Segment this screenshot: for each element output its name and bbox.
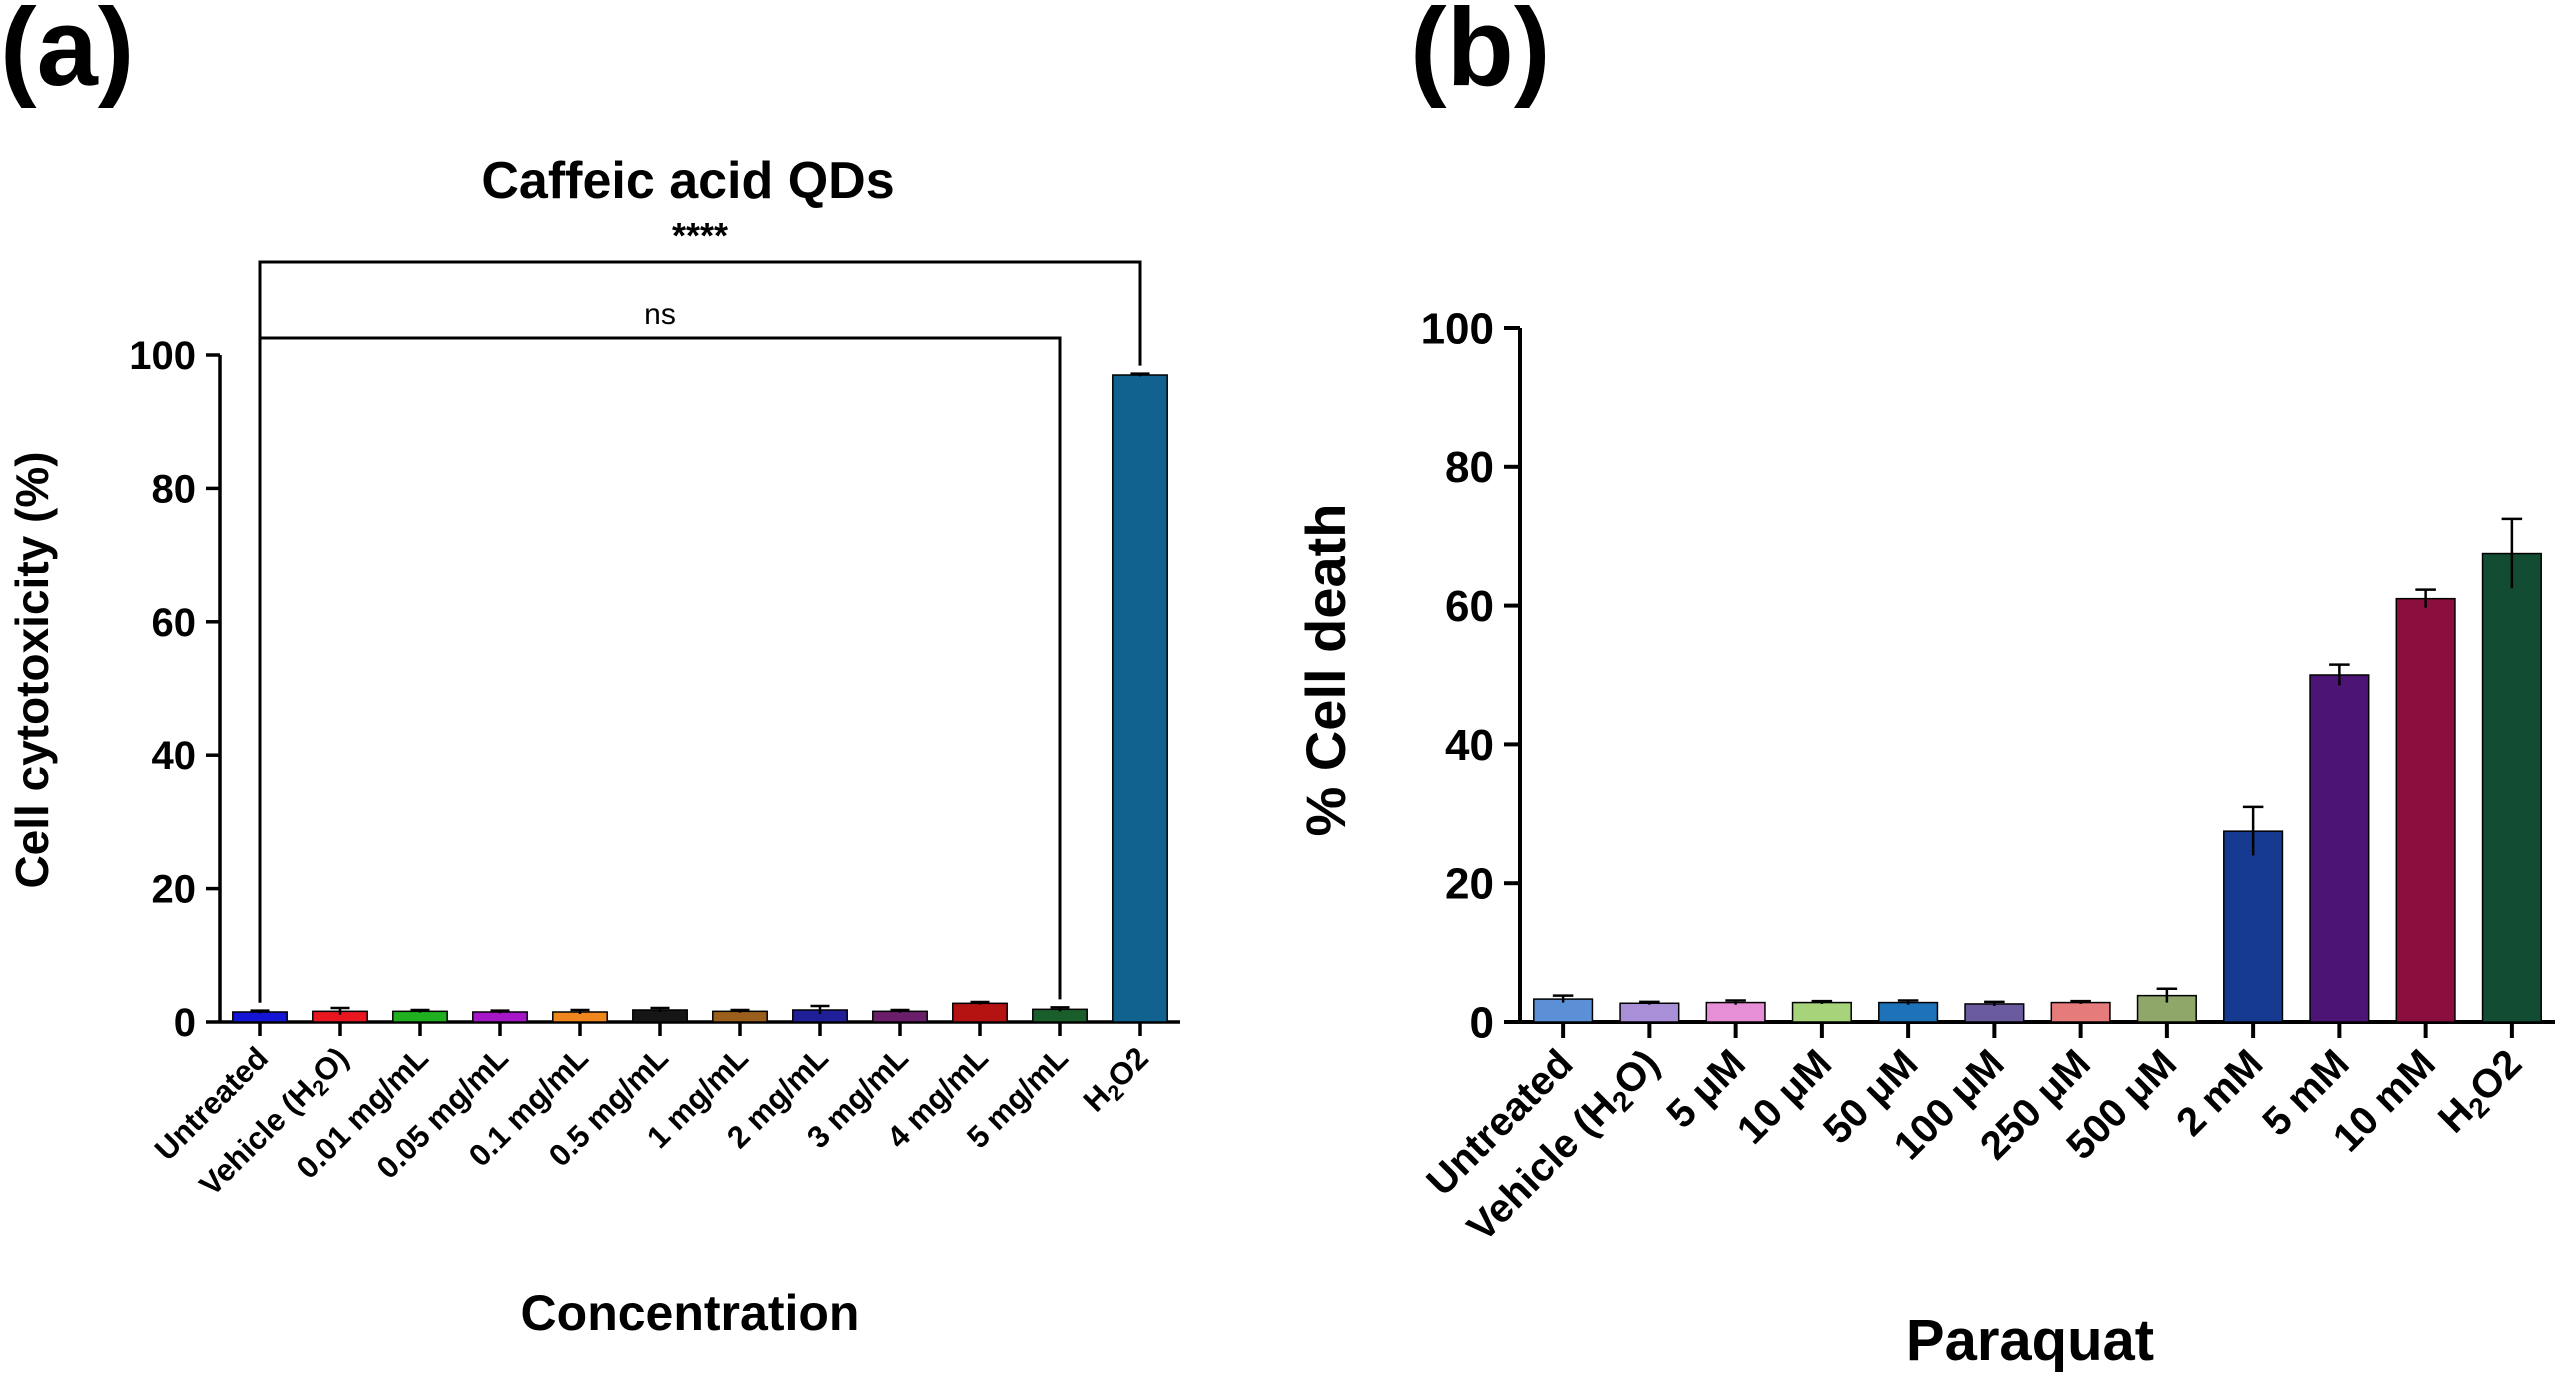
chart-a-x-axis-title: Concentration <box>521 1285 860 1341</box>
x-category-label: H2O2 <box>1077 1040 1158 1121</box>
bar <box>952 1002 1008 1023</box>
y-tick-label: 60 <box>1445 582 1494 631</box>
y-tick-label: 0 <box>174 1001 196 1045</box>
y-tick-label: 60 <box>152 601 197 645</box>
bar <box>2395 597 2456 1023</box>
bar <box>1878 1001 1939 1023</box>
y-tick-label: 80 <box>1445 443 1494 492</box>
bar <box>2223 830 2284 1023</box>
bar <box>2050 1001 2111 1023</box>
bar <box>392 1010 448 1023</box>
bar <box>2481 552 2542 1023</box>
x-category-label: H2O2 <box>2430 1041 2533 1144</box>
chart-b-y-axis-title: % Cell death <box>1294 504 1357 837</box>
y-tick-label: 100 <box>129 334 196 378</box>
chart-a: Caffeic acid QDs Cell cytotoxicity (%) C… <box>6 152 1180 1341</box>
bar <box>1619 1002 1680 1023</box>
panel-b-label: (b) <box>1410 0 1550 109</box>
bar <box>472 1011 528 1023</box>
y-tick-label: 80 <box>152 467 197 511</box>
chart-a-y-axis-title: Cell cytotoxicity (%) <box>6 451 58 888</box>
y-tick-label: 0 <box>1470 998 1494 1047</box>
bar <box>1964 1003 2025 1023</box>
bar <box>1112 374 1168 1023</box>
bar <box>1791 1001 1852 1023</box>
bar <box>712 1010 768 1023</box>
panel-a-label: (a) <box>0 0 134 109</box>
bar <box>1705 1001 1766 1023</box>
y-tick-label: 40 <box>152 734 197 778</box>
y-tick-label: 20 <box>1445 860 1494 909</box>
chart-b: % Cell death Paraquat 020406080100Untrea… <box>1294 304 2555 1373</box>
chart-a-title: Caffeic acid QDs <box>481 152 894 210</box>
bar <box>232 1011 288 1023</box>
y-tick-label: 20 <box>152 868 197 912</box>
y-tick-label: 40 <box>1445 721 1494 770</box>
bar <box>872 1010 928 1023</box>
significance-bracket <box>258 260 1142 1003</box>
significance-label: ns <box>644 298 676 331</box>
significance-bracket <box>258 336 1062 1003</box>
chart-b-x-axis-title: Paraquat <box>1906 1308 2154 1373</box>
x-category-label: 10 μM <box>1729 1041 1840 1152</box>
x-category-label: 2 mM <box>2168 1041 2271 1144</box>
bar <box>2309 674 2370 1023</box>
y-tick-label: 100 <box>1421 304 1494 353</box>
significance-label: **** <box>672 215 728 256</box>
